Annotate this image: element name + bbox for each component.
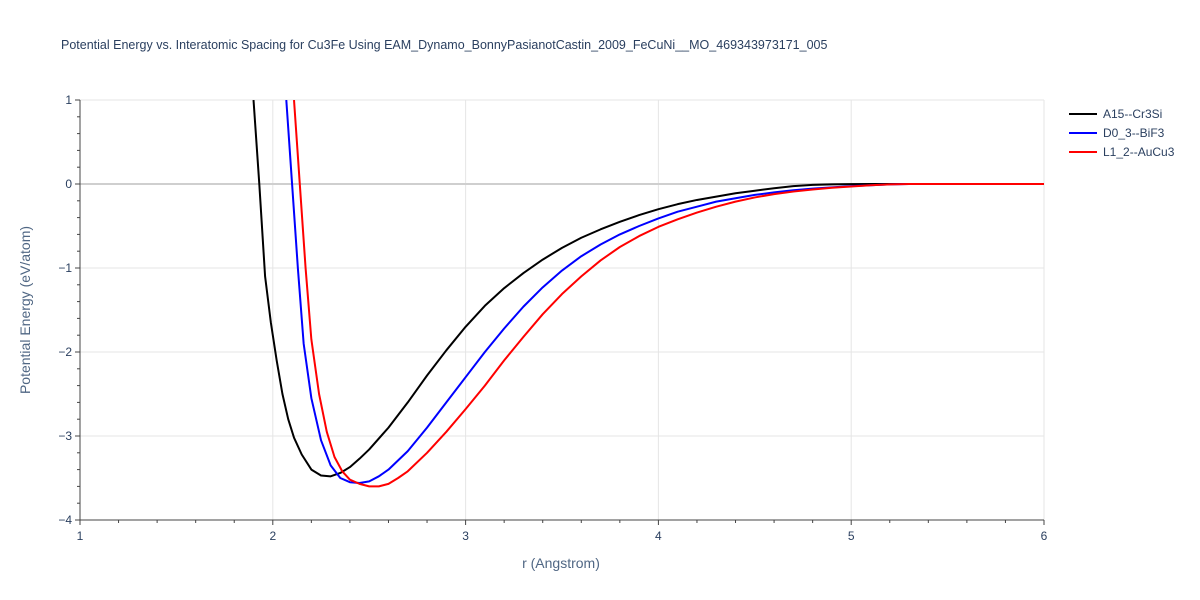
legend-label-1[interactable]: D0_3--BiF3	[1103, 126, 1165, 140]
y-axis-title: Potential Energy (eV/atom)	[17, 226, 33, 394]
x-tick-label: 4	[655, 529, 662, 543]
y-tick-label: −2	[58, 345, 72, 359]
series-line-1[interactable]	[285, 100, 1044, 485]
y-tick-label: 1	[65, 93, 72, 107]
legend-label-2[interactable]: L1_2--AuCu3	[1103, 145, 1175, 159]
x-tick-label: 3	[462, 529, 469, 543]
series-line-2[interactable]	[293, 100, 1044, 488]
series-layer[interactable]	[252, 100, 1044, 488]
chart-title: Potential Energy vs. Interatomic Spacing…	[61, 38, 828, 52]
y-tick-label: 0	[65, 177, 72, 191]
x-tick-label: 5	[848, 529, 855, 543]
grid-layer	[80, 99, 1045, 520]
legend[interactable]: A15--Cr3Si D0_3--BiF3 L1_2--AuCu3	[1069, 107, 1175, 159]
x-axis-title: r (Angstrom)	[522, 555, 600, 571]
axis-layer: 1 2 3 4 5 6 1 0 −1 −2 −3 −4	[58, 93, 1047, 543]
y-tick-label: −1	[58, 261, 72, 275]
y-tick-label: −3	[58, 429, 72, 443]
x-tick-label: 2	[269, 529, 276, 543]
x-tick-label: 1	[77, 529, 84, 543]
series-line-0[interactable]	[252, 100, 1044, 478]
x-tick-label: 6	[1041, 529, 1048, 543]
y-tick-label: −4	[58, 513, 72, 527]
legend-label-0[interactable]: A15--Cr3Si	[1103, 107, 1162, 121]
